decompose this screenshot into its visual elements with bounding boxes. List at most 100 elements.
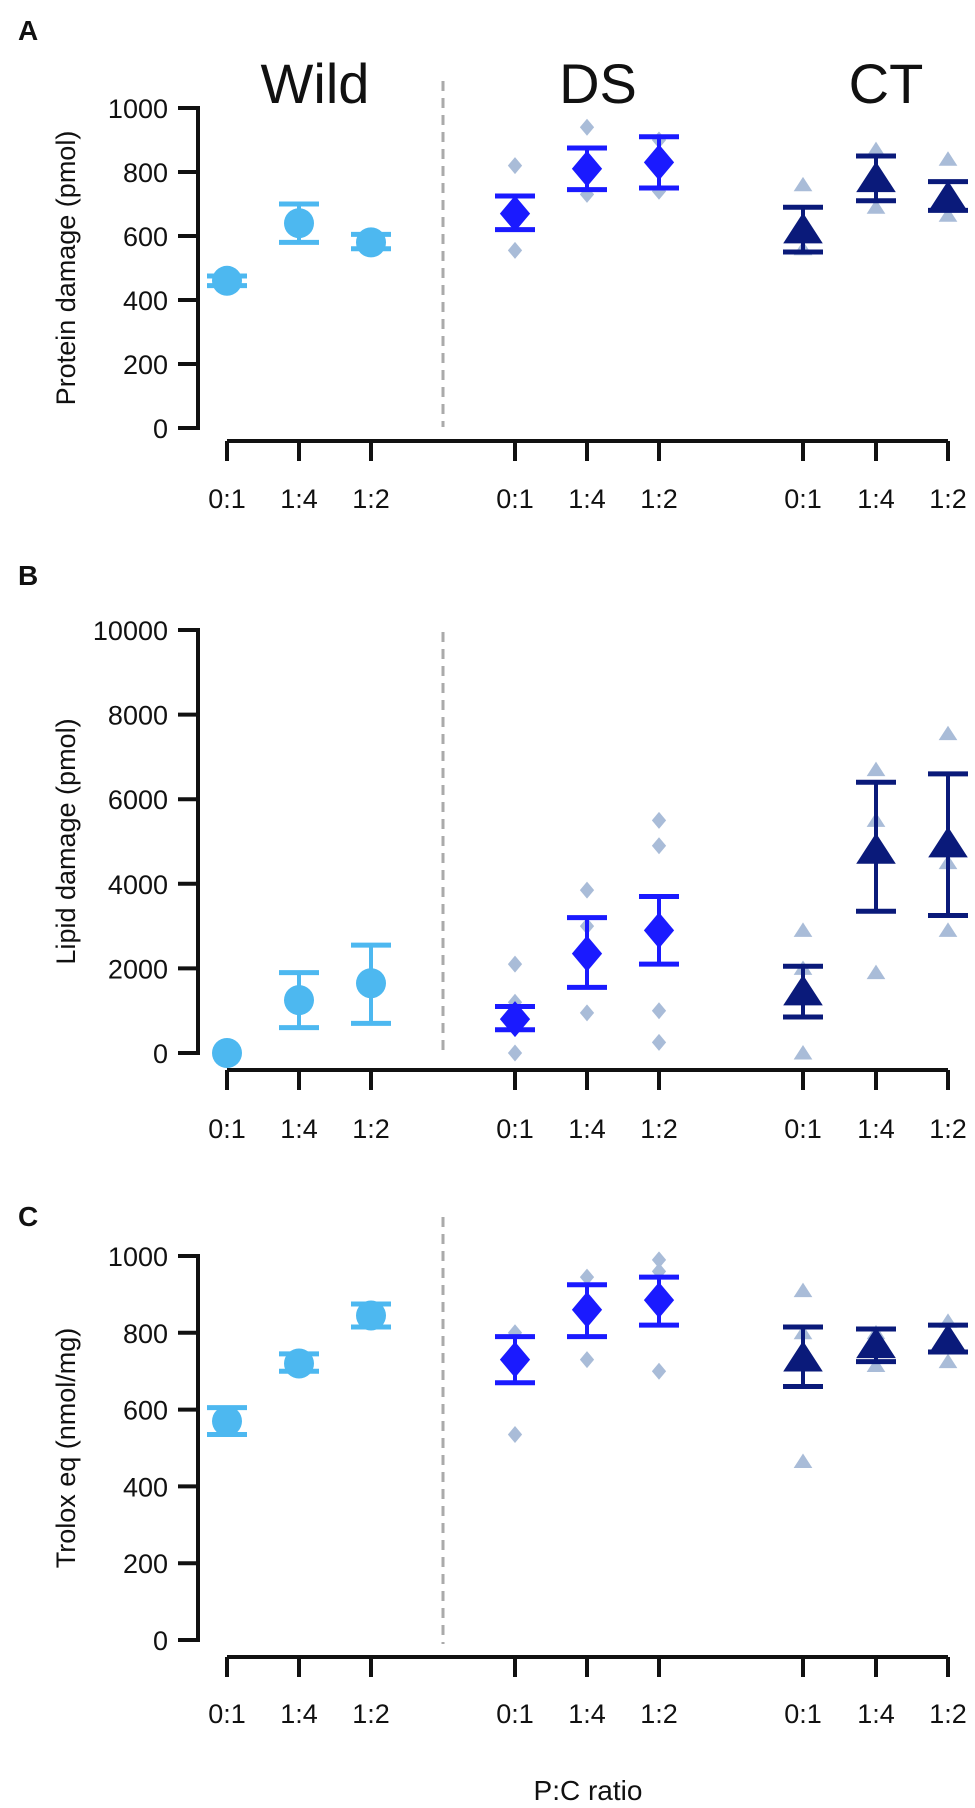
raw-data-point	[507, 1044, 523, 1062]
raw-data-point	[866, 1357, 886, 1372]
raw-data-point	[866, 761, 886, 777]
panel-letter: C	[18, 1201, 38, 1232]
y-tick-label: 200	[123, 1549, 168, 1579]
y-tick-label: 0	[153, 414, 168, 444]
x-tick-label: 1:4	[280, 1699, 318, 1729]
mean-marker-ds	[499, 195, 531, 232]
mean-marker-ct	[928, 1323, 968, 1355]
mean-marker-ct	[856, 833, 896, 864]
x-tick-label: 1:2	[640, 1699, 678, 1729]
panel-letter: A	[18, 15, 38, 46]
y-tick-label: 6000	[108, 785, 168, 815]
raw-data-point	[507, 1426, 523, 1444]
mean-marker-ds	[571, 1291, 603, 1328]
x-tick-label: 1:4	[568, 484, 606, 514]
mean-marker-ds	[643, 912, 675, 949]
raw-data-point	[651, 1033, 667, 1051]
mean-marker-ds	[571, 150, 603, 187]
x-tick-label: 0:1	[784, 484, 822, 514]
x-tick-label: 1:4	[280, 1114, 318, 1144]
raw-data-point	[793, 1282, 813, 1298]
y-tick-label: 10000	[93, 616, 168, 646]
x-tick-label: 1:4	[568, 1114, 606, 1144]
raw-data-point	[793, 1453, 813, 1468]
x-tick-label: 0:1	[784, 1699, 822, 1729]
panel-letter: B	[18, 560, 38, 591]
x-tick-label: 1:4	[857, 1699, 895, 1729]
x-axis-title: P:C ratio	[534, 1775, 643, 1806]
raw-data-point	[793, 922, 813, 937]
x-tick-label: 1:4	[857, 1114, 895, 1144]
raw-data-point	[651, 1251, 667, 1269]
group-title-ct: CT	[849, 52, 924, 115]
raw-data-point	[507, 157, 523, 175]
x-tick-label: 1:2	[640, 1114, 678, 1144]
raw-data-point	[938, 151, 958, 166]
raw-data-point	[938, 207, 958, 222]
y-tick-label: 200	[123, 350, 168, 380]
mean-marker-ct	[783, 212, 823, 244]
raw-data-point	[507, 241, 523, 259]
raw-data-point	[579, 881, 595, 899]
mean-marker-wild	[284, 1348, 314, 1379]
x-tick-label: 0:1	[784, 1114, 822, 1144]
y-tick-label: 0	[153, 1626, 168, 1656]
x-tick-label: 1:4	[857, 484, 895, 514]
y-tick-label: 600	[123, 1396, 168, 1426]
raw-data-point	[866, 964, 886, 980]
x-tick-label: 1:2	[352, 1114, 390, 1144]
raw-data-point	[938, 922, 958, 937]
mean-marker-ct	[856, 161, 896, 193]
mean-marker-ds	[643, 1282, 675, 1319]
y-tick-label: 400	[123, 1472, 168, 1502]
mean-marker-wild	[284, 985, 314, 1016]
raw-data-point	[651, 837, 667, 855]
raw-data-point	[579, 118, 595, 136]
x-tick-label: 1:2	[929, 1699, 967, 1729]
raw-data-point	[793, 176, 813, 192]
mean-marker-ct	[856, 1327, 896, 1359]
x-tick-label: 0:1	[496, 1699, 534, 1729]
raw-data-point	[938, 725, 958, 741]
raw-data-point	[651, 1002, 667, 1020]
raw-data-point	[793, 1045, 813, 1060]
y-tick-label: 1000	[108, 1242, 168, 1272]
raw-data-point	[866, 199, 886, 214]
mean-marker-wild	[212, 1406, 242, 1437]
y-axis-title: Trolox eq (nmol/mg)	[51, 1328, 81, 1569]
x-tick-label: 1:2	[929, 484, 967, 514]
mean-marker-wild	[356, 1300, 386, 1331]
x-tick-label: 1:4	[568, 1699, 606, 1729]
y-tick-label: 600	[123, 222, 168, 252]
mean-marker-wild	[356, 227, 386, 258]
x-tick-label: 1:2	[352, 1699, 390, 1729]
y-tick-label: 8000	[108, 701, 168, 731]
raw-data-point	[579, 1004, 595, 1022]
x-tick-label: 0:1	[496, 484, 534, 514]
x-tick-label: 0:1	[496, 1114, 534, 1144]
y-axis-title: Protein damage (pmol)	[51, 131, 81, 406]
mean-marker-wild	[212, 1038, 242, 1068]
mean-marker-ct	[928, 180, 968, 212]
x-tick-label: 1:2	[640, 484, 678, 514]
y-tick-label: 4000	[108, 870, 168, 900]
mean-marker-ds	[499, 1001, 531, 1038]
x-tick-label: 1:2	[929, 1114, 967, 1144]
y-tick-label: 800	[123, 1319, 168, 1349]
mean-marker-wild	[212, 265, 242, 296]
mean-marker-ds	[643, 144, 675, 181]
raw-data-point	[507, 955, 523, 973]
x-tick-label: 0:1	[208, 1699, 246, 1729]
mean-marker-ct	[928, 826, 968, 858]
y-axis-title: Lipid damage (pmol)	[51, 718, 81, 964]
mean-marker-wild	[356, 968, 386, 999]
group-title-ds: DS	[559, 52, 637, 115]
y-tick-label: 2000	[108, 954, 168, 984]
group-title-wild: Wild	[261, 52, 370, 115]
mean-marker-ct	[783, 974, 823, 1006]
mean-marker-wild	[284, 208, 314, 239]
raw-data-point	[866, 141, 886, 157]
x-tick-label: 1:4	[280, 484, 318, 514]
y-tick-label: 1000	[108, 94, 168, 124]
